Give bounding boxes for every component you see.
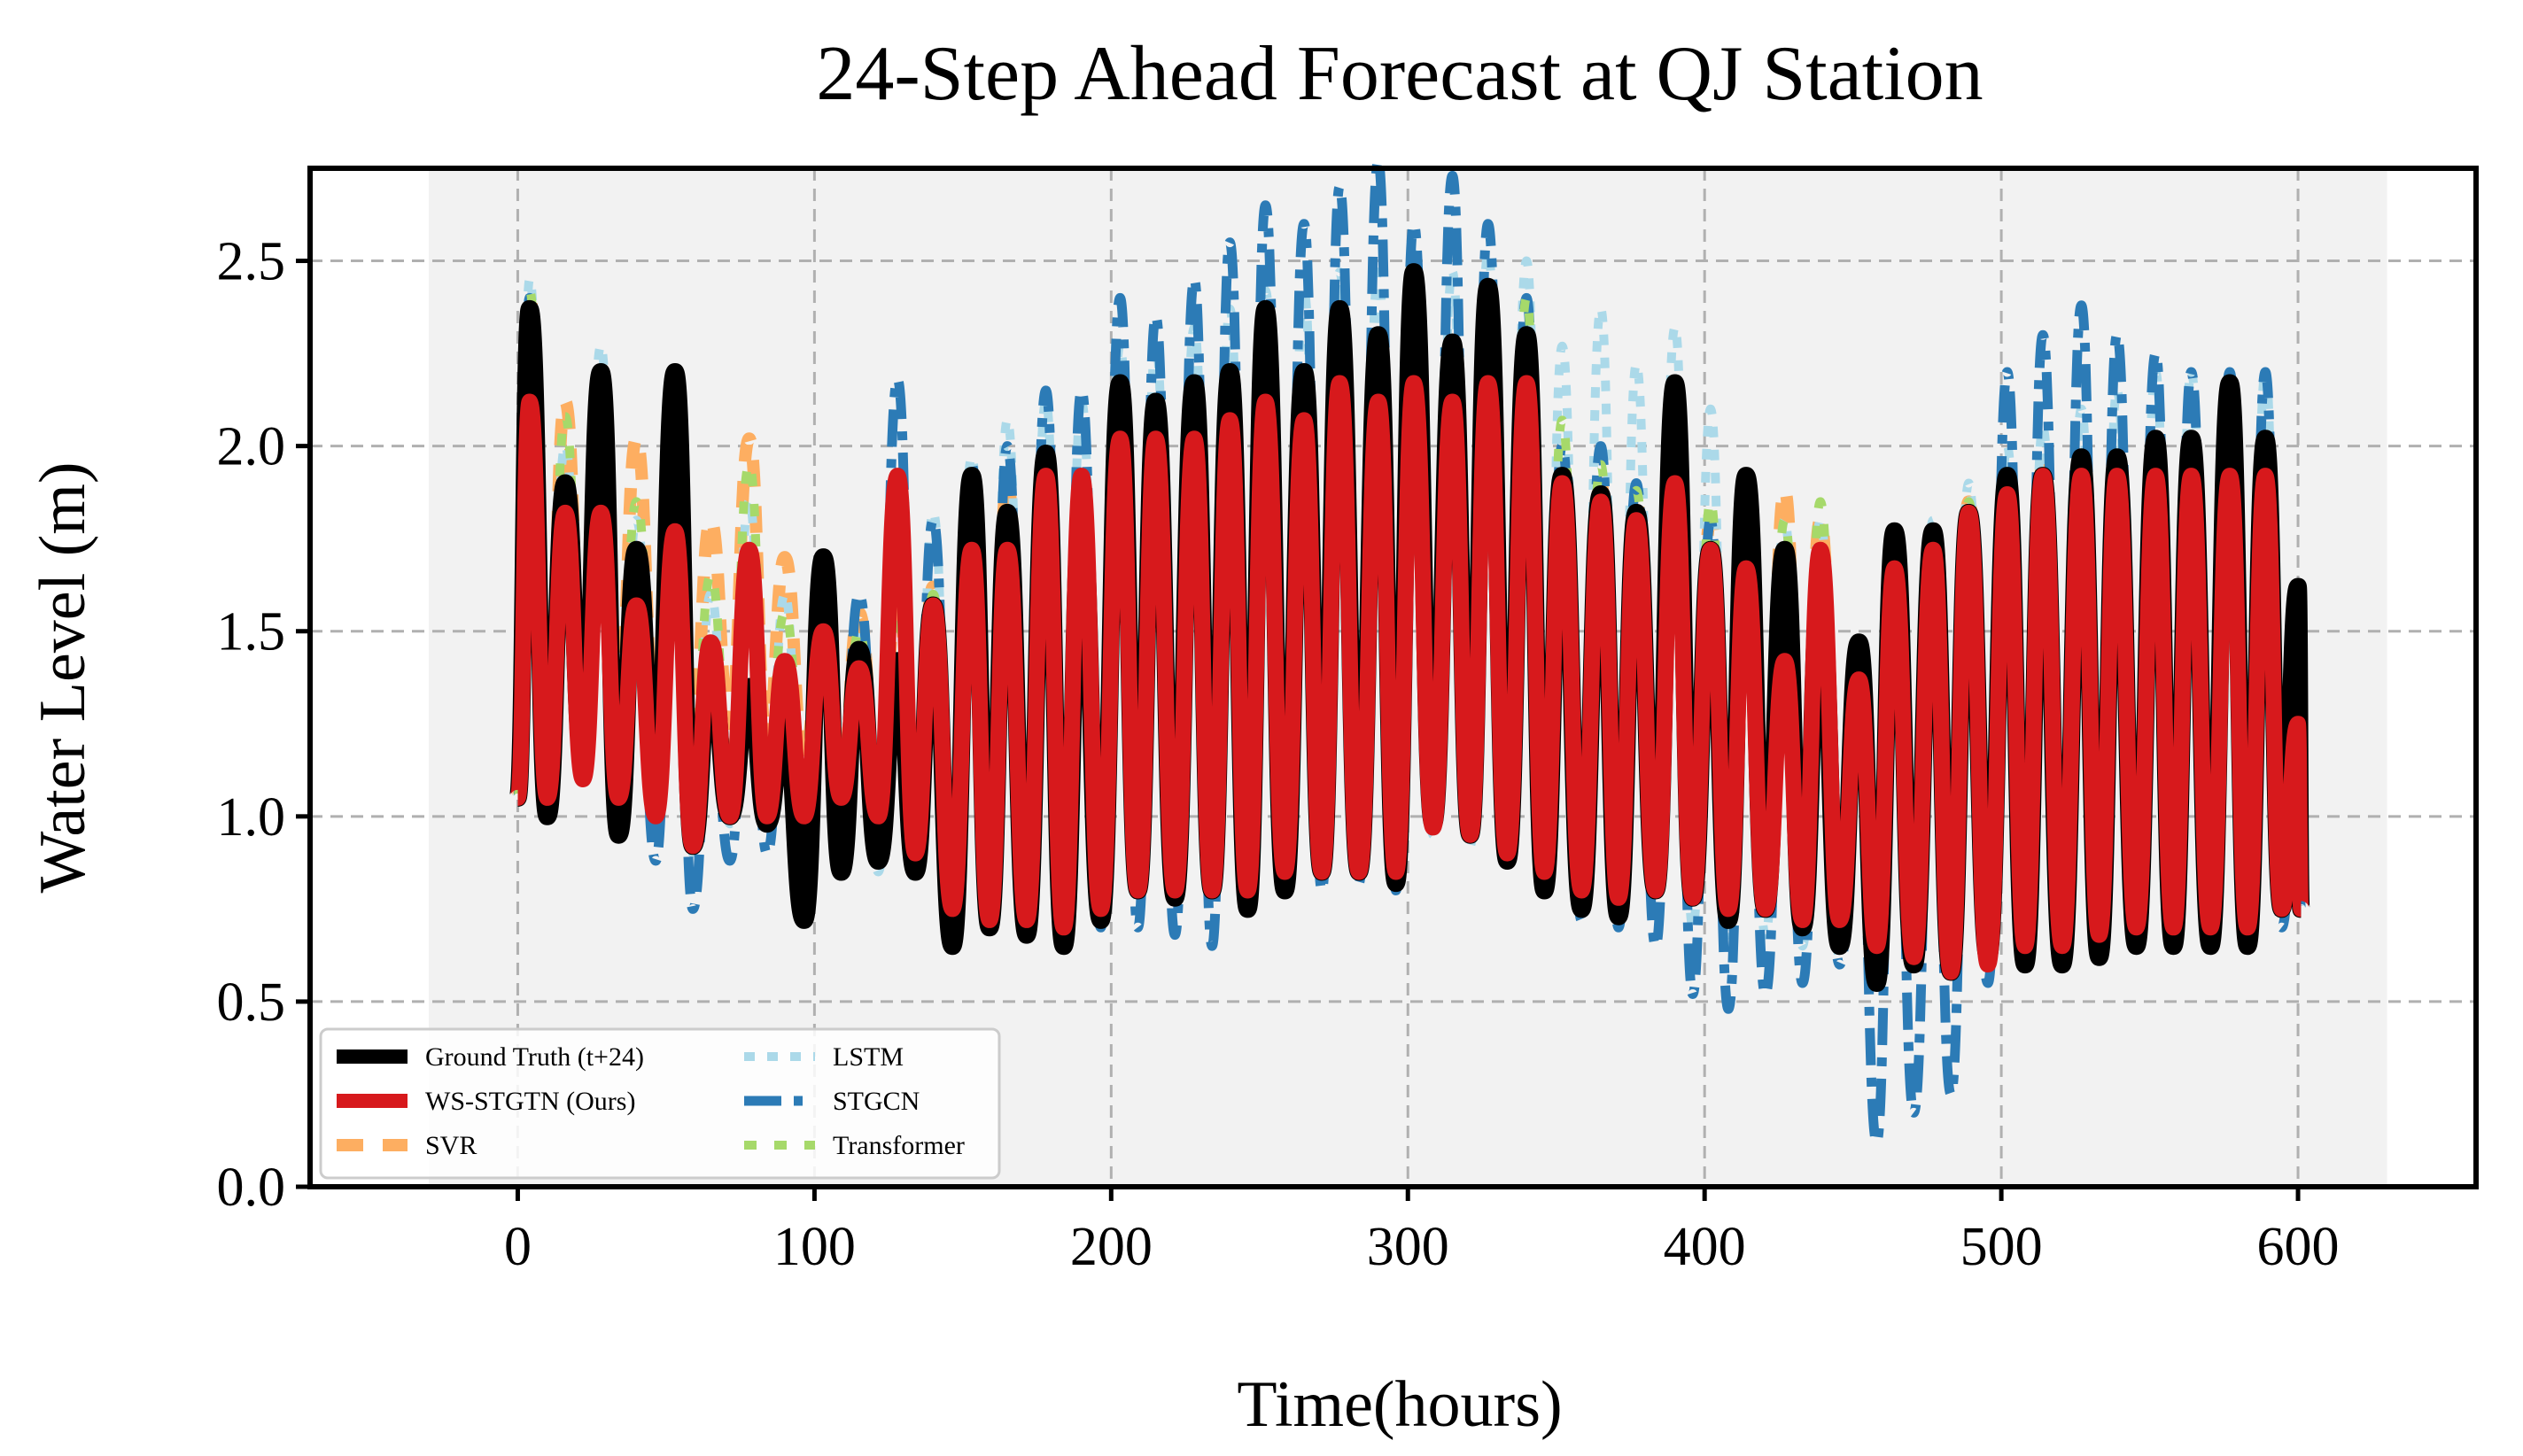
y-tick-label: 1.5 <box>217 602 286 662</box>
y-tick-label: 0.0 <box>217 1158 286 1218</box>
x-tick-label: 100 <box>773 1217 856 1277</box>
chart-title: 24-Step Ahead Forecast at QJ Station <box>816 31 1983 117</box>
series-layer <box>508 156 2310 1148</box>
legend-label: Transformer <box>833 1131 965 1160</box>
x-tick-label: 0 <box>504 1217 532 1277</box>
y-axis-label: Water Level (m) <box>27 461 99 893</box>
legend-label: STGCN <box>833 1087 920 1116</box>
series-line <box>509 375 2310 980</box>
legend-box <box>319 1027 1001 1180</box>
legend-label: SVR <box>425 1131 477 1160</box>
legend-label: WS-STGTN (Ours) <box>425 1087 635 1116</box>
ticks: 0 100 200 300 400 500 600 0.0 0.5 1.0 1.5 2.0 2.5 <box>217 232 2340 1277</box>
y-tick-label: 2.0 <box>217 417 286 477</box>
x-tick-label: 200 <box>1070 1217 1153 1277</box>
x-tick-label: 500 <box>1960 1217 2043 1277</box>
x-tick-label: 300 <box>1367 1217 1449 1277</box>
x-tick-label: 400 <box>1664 1217 1746 1277</box>
x-tick-label: 600 <box>2257 1217 2340 1277</box>
y-tick-label: 2.5 <box>217 232 286 292</box>
y-tick-label: 1.0 <box>217 787 286 848</box>
plot-frame <box>307 166 2479 1189</box>
legend-label: LSTM <box>833 1042 904 1072</box>
legend: Ground Truth (t+24) WS-STGTN (Ours) SVR LST… <box>319 1027 1001 1180</box>
legend-label: Ground Truth (t+24) <box>425 1042 644 1072</box>
x-axis-label: Time(hours) <box>1237 1368 1562 1441</box>
y-tick-label: 0.5 <box>217 972 286 1033</box>
